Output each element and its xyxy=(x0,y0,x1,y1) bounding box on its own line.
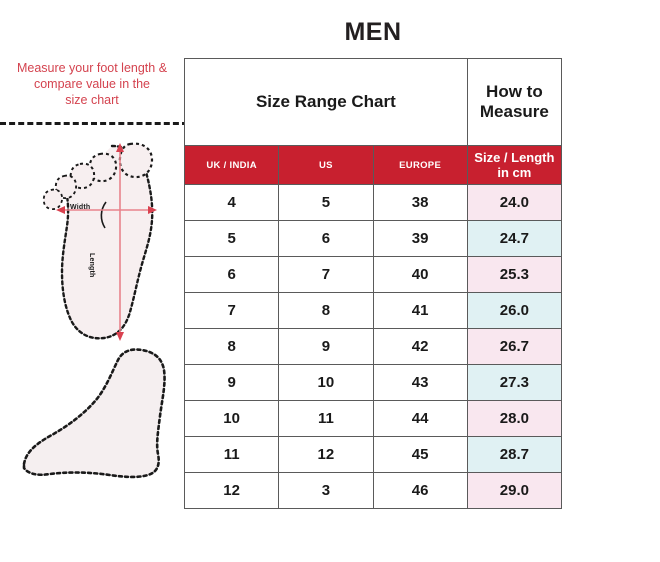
cell-europe: 42 xyxy=(372,328,468,365)
column-header-europe: EUROPE xyxy=(372,145,468,185)
cell-us: 10 xyxy=(278,364,374,401)
table-row: 11 12 45 28.7 xyxy=(183,436,563,473)
cell-europe: 41 xyxy=(372,292,468,329)
cell-uk-india: 9 xyxy=(183,364,280,401)
table-row: 8 9 42 26.7 xyxy=(183,328,563,365)
cell-us: 11 xyxy=(278,400,374,437)
page-title: MEN xyxy=(344,18,402,46)
cell-cm: 27.3 xyxy=(466,364,563,401)
column-header-size-length-cm: Size / Length in cm xyxy=(466,145,563,185)
cell-uk-india: 5 xyxy=(183,220,280,257)
band-how-to-measure: How to Measure xyxy=(466,58,563,146)
foot-side-profile-diagram xyxy=(22,348,187,508)
cell-cm: 28.7 xyxy=(466,436,563,473)
table-header-row: UK / INDIA US EUROPE Size / Length in cm xyxy=(183,145,563,185)
toe-2 xyxy=(88,152,118,183)
column-header-uk-india: UK / INDIA xyxy=(183,145,280,185)
table-row: 12 3 46 29.0 xyxy=(183,472,563,509)
length-arrow-head-top xyxy=(116,143,124,152)
cell-us: 5 xyxy=(278,184,374,221)
table-row: 7 8 41 26.0 xyxy=(183,292,563,329)
cell-uk-india: 6 xyxy=(183,256,280,293)
table-row: 5 6 39 24.7 xyxy=(183,220,563,257)
instruction-line-3: size chart xyxy=(65,93,119,107)
cell-uk-india: 11 xyxy=(183,436,280,473)
table-row: 4 5 38 24.0 xyxy=(183,184,563,221)
measure-instruction: Measure your foot length & compare value… xyxy=(2,60,182,108)
cell-uk-india: 8 xyxy=(183,328,280,365)
cell-europe: 46 xyxy=(372,472,468,509)
cell-cm: 26.0 xyxy=(466,292,563,329)
table-row: 6 7 40 25.3 xyxy=(183,256,563,293)
length-arrow-head-bottom xyxy=(116,332,124,341)
cell-europe: 39 xyxy=(372,220,468,257)
toe-1 xyxy=(118,142,154,179)
cell-cm: 25.3 xyxy=(466,256,563,293)
cell-cm: 29.0 xyxy=(466,472,563,509)
cell-europe: 44 xyxy=(372,400,468,437)
table-row: 9 10 43 27.3 xyxy=(183,364,563,401)
cell-uk-india: 7 xyxy=(183,292,280,329)
cell-uk-india: 12 xyxy=(183,472,280,509)
cell-europe: 45 xyxy=(372,436,468,473)
cell-us: 6 xyxy=(278,220,374,257)
cell-us: 3 xyxy=(278,472,374,509)
cell-cm: 24.0 xyxy=(466,184,563,221)
toe-4 xyxy=(54,174,78,200)
length-label: Length xyxy=(88,253,95,278)
arch-line xyxy=(100,201,107,229)
size-chart-table: Size Range Chart How to Measure UK / IND… xyxy=(183,58,563,509)
table-band-row: Size Range Chart How to Measure xyxy=(184,58,563,146)
cell-uk-india: 4 xyxy=(183,184,280,221)
width-arrow-head-left xyxy=(56,206,65,214)
cell-us: 7 xyxy=(278,256,374,293)
foot-sole-diagram xyxy=(34,140,184,345)
instruction-line-1: Measure your foot length & xyxy=(16,61,168,75)
cell-europe: 38 xyxy=(372,184,468,221)
cell-europe: 43 xyxy=(372,364,468,401)
width-label: Width xyxy=(70,204,91,211)
cell-europe: 40 xyxy=(372,256,468,293)
cell-us: 8 xyxy=(278,292,374,329)
cell-us: 9 xyxy=(278,328,374,365)
dashed-divider xyxy=(0,122,188,125)
toe-5 xyxy=(42,188,64,211)
band-size-range-chart: Size Range Chart xyxy=(184,58,468,146)
side-profile-outline xyxy=(22,348,166,479)
table-row: 10 11 44 28.0 xyxy=(183,400,563,437)
cell-cm: 26.7 xyxy=(466,328,563,365)
cell-cm: 24.7 xyxy=(466,220,563,257)
cell-cm: 28.0 xyxy=(466,400,563,437)
column-header-us: US xyxy=(278,145,374,185)
cell-uk-india: 10 xyxy=(183,400,280,437)
instruction-line-2: compare value in the xyxy=(33,77,151,91)
width-arrow-head-right xyxy=(148,206,157,214)
cell-us: 12 xyxy=(278,436,374,473)
